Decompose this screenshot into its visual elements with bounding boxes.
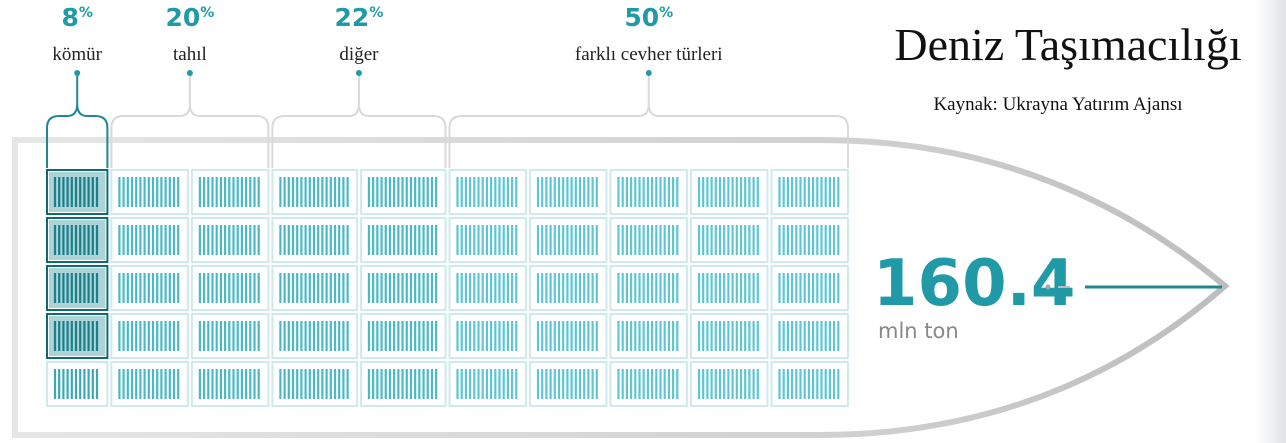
source: Kaynak: Ukrayna Yatırım Ajansı bbox=[933, 94, 1182, 115]
total-value: 160.4 bbox=[873, 247, 1075, 321]
dot bbox=[74, 70, 80, 76]
container-fill bbox=[49, 172, 105, 212]
stripes bbox=[780, 225, 839, 255]
stripes bbox=[458, 369, 517, 399]
container-fill bbox=[49, 316, 105, 356]
stripes bbox=[619, 369, 678, 399]
infographic: Deniz Taşımacılığı Kaynak: Ukrayna Yatır… bbox=[0, 0, 1286, 443]
percent: 20% bbox=[165, 3, 214, 32]
stripes bbox=[200, 273, 259, 303]
stripes bbox=[619, 177, 678, 207]
stripes bbox=[458, 273, 517, 303]
stripes bbox=[200, 321, 259, 351]
stripes bbox=[119, 177, 178, 207]
stripes bbox=[780, 321, 839, 351]
percent-sign: % bbox=[200, 5, 214, 21]
percent-value: 50 bbox=[624, 3, 659, 32]
stripes bbox=[119, 225, 178, 255]
percent: 50% bbox=[624, 3, 673, 32]
segment-label: diğer bbox=[339, 44, 379, 65]
stripes bbox=[699, 177, 758, 207]
stripes bbox=[200, 225, 259, 255]
container-fill bbox=[49, 268, 105, 308]
segment-label: kömür bbox=[52, 44, 102, 65]
percent-value: 22 bbox=[335, 3, 370, 32]
percent-value: 8 bbox=[61, 3, 78, 32]
percent-sign: % bbox=[369, 5, 383, 21]
stripes bbox=[699, 225, 758, 255]
stripes bbox=[200, 369, 259, 399]
dot bbox=[356, 70, 362, 76]
stripes bbox=[119, 369, 178, 399]
stripes bbox=[780, 369, 839, 399]
stripes bbox=[458, 177, 517, 207]
dot bbox=[187, 70, 193, 76]
dot bbox=[1046, 285, 1051, 290]
title: Deniz Taşımacılığı bbox=[894, 19, 1241, 70]
container-fill bbox=[49, 220, 105, 260]
stripes bbox=[538, 273, 597, 303]
stripes bbox=[699, 321, 758, 351]
percent-sign: % bbox=[79, 5, 93, 21]
stripes bbox=[619, 225, 678, 255]
stripes bbox=[538, 177, 597, 207]
percent: 8% bbox=[61, 3, 92, 32]
percent-sign: % bbox=[659, 5, 673, 21]
segment-label: tahıl bbox=[173, 44, 207, 65]
stripes bbox=[780, 177, 839, 207]
stripes bbox=[458, 225, 517, 255]
stripes bbox=[458, 321, 517, 351]
stripes bbox=[699, 273, 758, 303]
dot bbox=[646, 70, 652, 76]
stripes bbox=[699, 369, 758, 399]
percent-value: 20 bbox=[165, 3, 200, 32]
stripes bbox=[119, 273, 178, 303]
stripes bbox=[538, 321, 597, 351]
stripes bbox=[200, 177, 259, 207]
total-unit: mln ton bbox=[878, 319, 959, 343]
stripes bbox=[619, 273, 678, 303]
stripes bbox=[538, 369, 597, 399]
stripes bbox=[538, 225, 597, 255]
stripes bbox=[780, 273, 839, 303]
segment-label: farklı cevher türleri bbox=[575, 44, 723, 65]
percent: 22% bbox=[335, 3, 384, 32]
stripes bbox=[119, 321, 178, 351]
edge-shade bbox=[1255, 0, 1286, 443]
stripes bbox=[619, 321, 678, 351]
